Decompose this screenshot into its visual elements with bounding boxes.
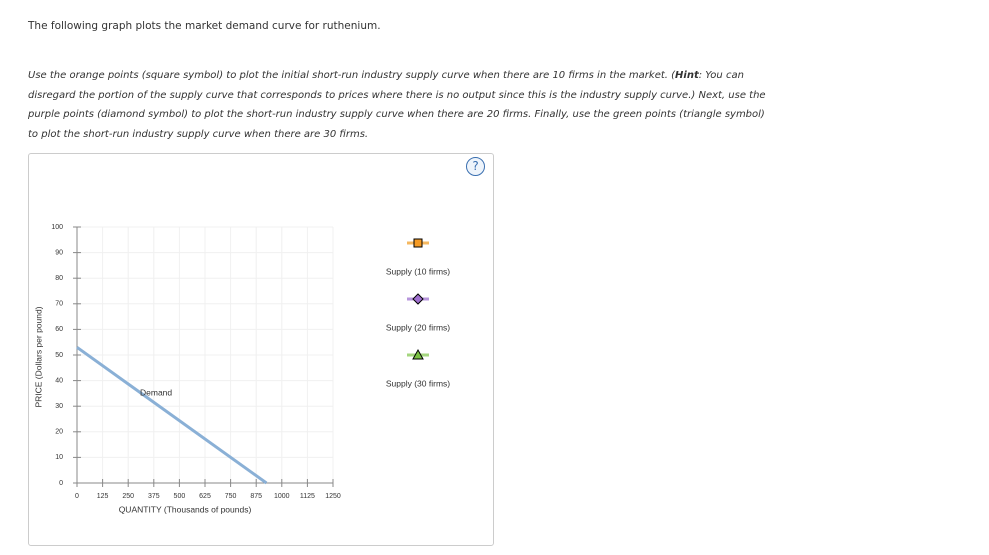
x-tick-label: 250 bbox=[122, 493, 134, 500]
legend-label: Supply (10 firms) bbox=[386, 266, 450, 276]
legend-label: Supply (20 firms) bbox=[386, 322, 450, 332]
x-tick-label: 625 bbox=[199, 493, 211, 500]
y-axis-label: PRICE (Dollars per pound) bbox=[33, 306, 43, 407]
x-axis-label: QUANTITY (Thousands of pounds) bbox=[119, 504, 252, 514]
intro-text: The following graph plots the market dem… bbox=[28, 20, 381, 32]
y-tick-label: 80 bbox=[55, 275, 63, 282]
instruction-text: : You can disregard the portion of the s… bbox=[28, 70, 766, 140]
y-tick-label: 30 bbox=[55, 403, 63, 410]
y-tick-label: 10 bbox=[55, 454, 63, 461]
y-tick-label: 40 bbox=[55, 377, 63, 384]
x-tick-label: 125 bbox=[97, 493, 109, 500]
instructions: Use the orange points (square symbol) to… bbox=[28, 66, 768, 144]
x-tick-label: 1250 bbox=[325, 493, 341, 500]
y-tick-label: 90 bbox=[55, 249, 63, 256]
legend-symbol bbox=[412, 293, 424, 305]
x-tick-label: 1125 bbox=[300, 493, 315, 500]
x-tick-label: 875 bbox=[250, 493, 262, 500]
x-tick-label: 750 bbox=[225, 493, 237, 500]
y-tick-label: 50 bbox=[55, 352, 63, 359]
hint-label: Hint bbox=[675, 70, 699, 81]
x-tick-label: 0 bbox=[75, 493, 79, 500]
x-tick-label: 500 bbox=[174, 493, 186, 500]
demand-label: Demand bbox=[140, 387, 172, 397]
x-tick-label: 1000 bbox=[274, 493, 290, 500]
graph-box bbox=[28, 153, 494, 546]
legend-symbol bbox=[413, 238, 423, 248]
y-tick-label: 60 bbox=[55, 326, 63, 333]
x-tick-label: 375 bbox=[148, 493, 160, 500]
y-tick-label: 100 bbox=[51, 224, 63, 231]
instruction-text: Use the orange points (square symbol) to… bbox=[28, 70, 676, 81]
legend-label: Supply (30 firms) bbox=[386, 378, 450, 388]
y-tick-label: 20 bbox=[55, 429, 63, 436]
demand-curve bbox=[76, 346, 268, 485]
y-tick-label: 0 bbox=[59, 480, 63, 487]
legend-symbol bbox=[412, 348, 424, 360]
help-button[interactable]: ? bbox=[466, 157, 485, 176]
y-tick-label: 70 bbox=[55, 301, 63, 308]
